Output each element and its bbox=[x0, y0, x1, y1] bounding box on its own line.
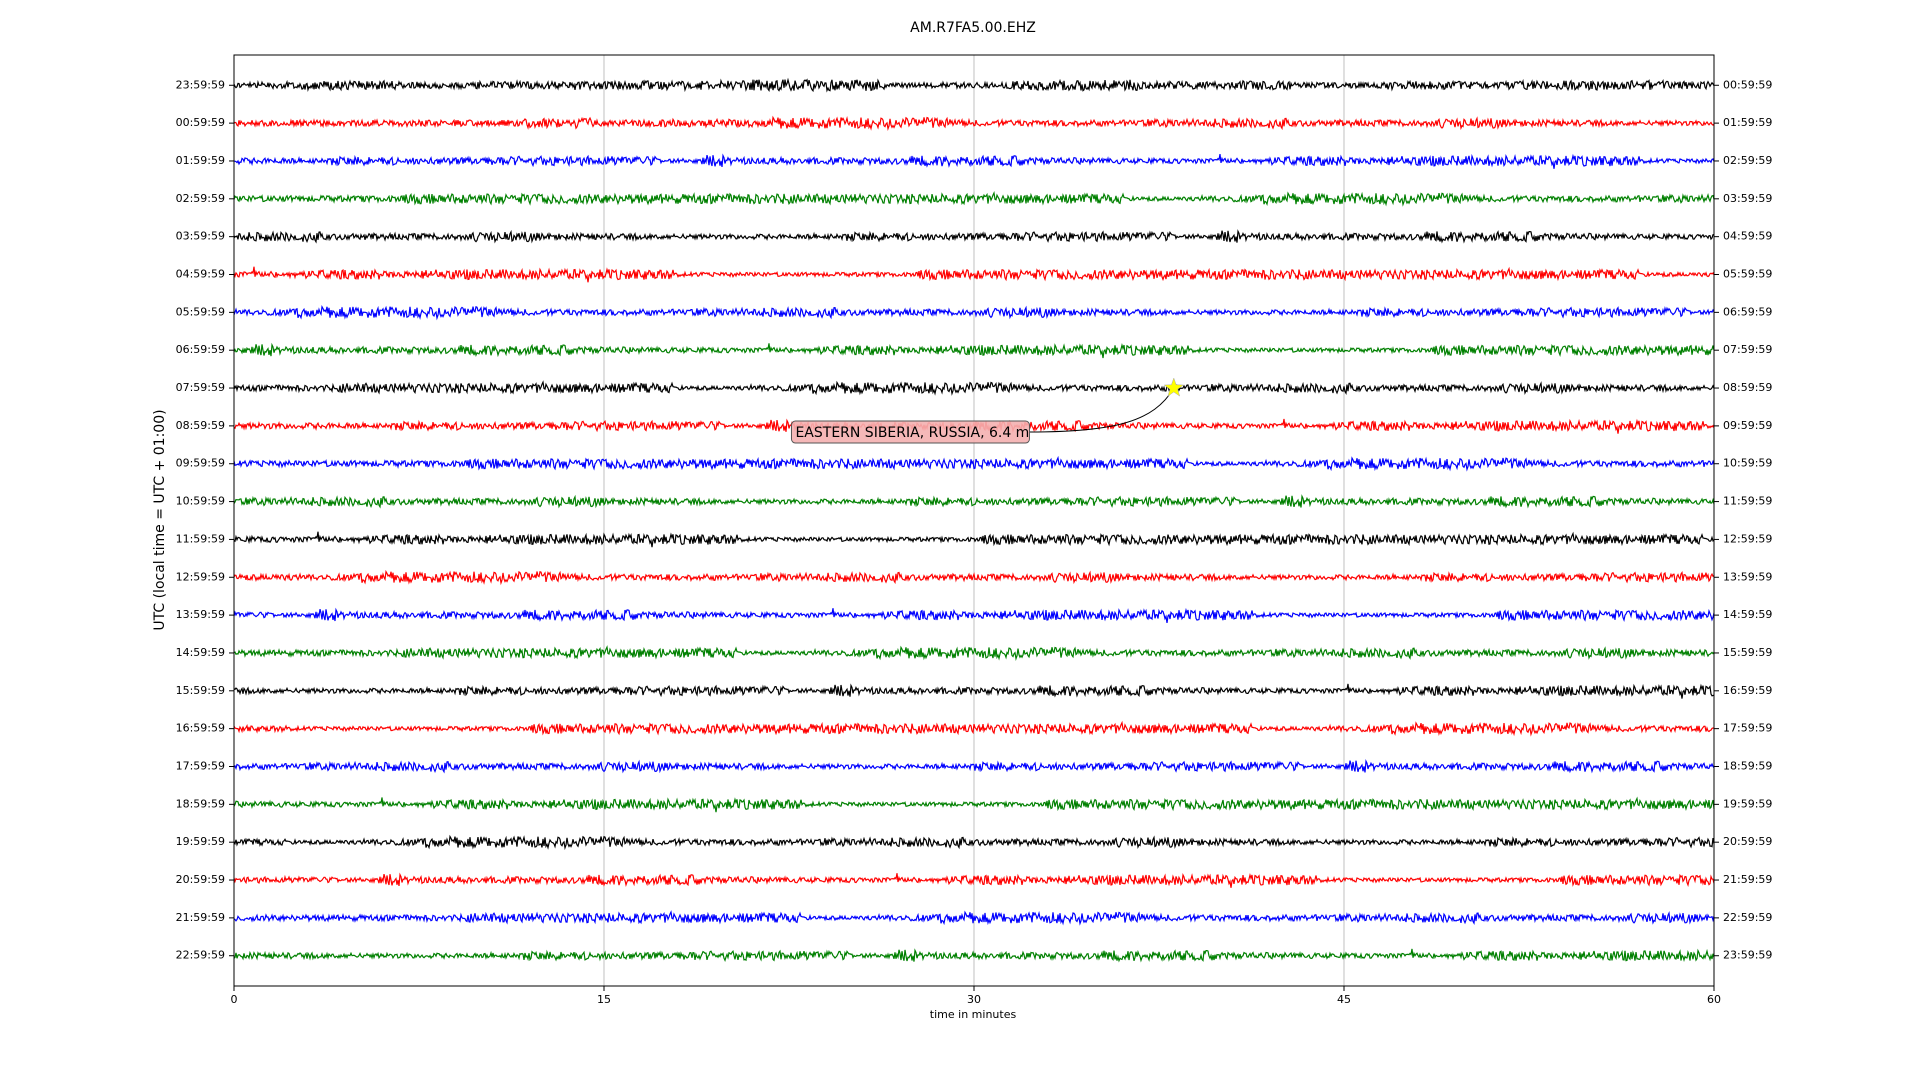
y-tick-label: 02:59:59 bbox=[176, 192, 225, 205]
y2-tick-label: 10:59:59 bbox=[1723, 457, 1772, 470]
waveform-trace bbox=[233, 494, 1715, 509]
y-tick-label: 13:59:59 bbox=[176, 608, 225, 621]
event-star bbox=[1163, 377, 1185, 397]
y2-tick-label: 22:59:59 bbox=[1723, 911, 1772, 924]
waveform-trace bbox=[233, 342, 1715, 359]
y2-tick-label: 13:59:59 bbox=[1723, 570, 1772, 583]
waveform-trace bbox=[233, 531, 1715, 548]
y2-tick-label: 00:59:59 bbox=[1723, 78, 1772, 91]
y2-tick-label: 19:59:59 bbox=[1723, 797, 1772, 810]
y-tick-label: 07:59:59 bbox=[176, 381, 225, 394]
waveform-trace bbox=[233, 834, 1715, 851]
waveform-trace bbox=[233, 607, 1715, 623]
y-tick-label: 06:59:59 bbox=[176, 343, 225, 356]
plot-frame bbox=[233, 54, 1715, 987]
waveform-trace bbox=[233, 266, 1715, 283]
y-tick-label: 14:59:59 bbox=[176, 646, 225, 659]
waveform-trace bbox=[233, 683, 1715, 699]
y2-tick-label: 18:59:59 bbox=[1723, 759, 1772, 772]
y2-tick-label: 08:59:59 bbox=[1723, 381, 1772, 394]
y2-tick-label: 16:59:59 bbox=[1723, 684, 1772, 697]
waveform-trace bbox=[233, 229, 1715, 244]
y2-tick-label: 17:59:59 bbox=[1723, 722, 1772, 735]
x-tick-label: 30 bbox=[967, 993, 981, 1006]
y-tick-label: 23:59:59 bbox=[176, 78, 225, 91]
y2-tick-label: 03:59:59 bbox=[1723, 192, 1772, 205]
waveform-trace bbox=[233, 759, 1715, 774]
y-tick-label: 12:59:59 bbox=[176, 570, 225, 583]
y2-tick-label: 06:59:59 bbox=[1723, 305, 1772, 318]
y2-tick-label: 02:59:59 bbox=[1723, 154, 1772, 167]
y2-tick-label: 09:59:59 bbox=[1723, 419, 1772, 432]
x-tick-label: 0 bbox=[231, 993, 238, 1006]
waveform-trace bbox=[234, 153, 1715, 169]
waveform-trace bbox=[233, 569, 1715, 586]
waveform-trace bbox=[233, 305, 1715, 321]
y-axis-label: UTC (local time = UTC + 01:00) bbox=[152, 409, 168, 630]
waveform-trace bbox=[233, 77, 1715, 93]
y-tick-label: 00:59:59 bbox=[176, 116, 225, 129]
x-tick-label: 45 bbox=[1337, 993, 1351, 1006]
y-tick-label: 16:59:59 bbox=[176, 722, 225, 735]
y2-tick-label: 01:59:59 bbox=[1723, 116, 1772, 129]
waveform-trace bbox=[233, 910, 1715, 926]
y2-tick-label: 11:59:59 bbox=[1723, 495, 1772, 508]
waveform-trace bbox=[233, 115, 1715, 132]
x-axis-label: time in minutes bbox=[930, 1008, 1017, 1021]
y-tick-label: 21:59:59 bbox=[176, 911, 225, 924]
y-tick-label: 05:59:59 bbox=[176, 305, 225, 318]
y-tick-label: 15:59:59 bbox=[176, 684, 225, 697]
y-tick-label: 20:59:59 bbox=[176, 873, 225, 886]
waveform-trace bbox=[233, 796, 1715, 813]
y-tick-label: 04:59:59 bbox=[176, 268, 225, 281]
y-tick-label: 10:59:59 bbox=[176, 495, 225, 508]
y2-tick-label: 20:59:59 bbox=[1723, 835, 1772, 848]
y-tick-label: 22:59:59 bbox=[176, 949, 225, 962]
waveform-trace bbox=[233, 455, 1715, 472]
waveform-trace bbox=[233, 720, 1715, 737]
y2-tick-label: 23:59:59 bbox=[1723, 949, 1772, 962]
x-tick-label: 15 bbox=[597, 993, 611, 1006]
y2-tick-label: 12:59:59 bbox=[1723, 532, 1772, 545]
waveform-trace bbox=[233, 872, 1715, 888]
y-tick-label: 09:59:59 bbox=[176, 457, 225, 470]
y2-tick-label: 15:59:59 bbox=[1723, 646, 1772, 659]
y2-tick-label: 04:59:59 bbox=[1723, 230, 1772, 243]
y-tick-label: 11:59:59 bbox=[176, 532, 225, 545]
y-tick-label: 03:59:59 bbox=[176, 230, 225, 243]
chart-title: AM.R7FA5.00.EHZ bbox=[910, 20, 1036, 36]
y-tick-label: 01:59:59 bbox=[176, 154, 225, 167]
waveform-trace bbox=[233, 645, 1715, 661]
annotation-arrow bbox=[1029, 387, 1175, 433]
y-tick-label: 18:59:59 bbox=[176, 797, 225, 810]
waveform-trace bbox=[233, 190, 1715, 207]
y2-tick-label: 14:59:59 bbox=[1723, 608, 1772, 621]
annotation-box bbox=[790, 420, 1030, 444]
y-tick-label: 08:59:59 bbox=[176, 419, 225, 432]
waveform-trace bbox=[233, 948, 1715, 963]
waveform-trace bbox=[233, 380, 1715, 396]
y2-tick-label: 05:59:59 bbox=[1723, 268, 1772, 281]
x-tick-label: 60 bbox=[1707, 993, 1721, 1006]
y-tick-label: 19:59:59 bbox=[176, 835, 225, 848]
y2-tick-label: 07:59:59 bbox=[1723, 343, 1772, 356]
y2-tick-label: 21:59:59 bbox=[1723, 873, 1772, 886]
y-tick-label: 17:59:59 bbox=[176, 759, 225, 772]
annotation-label: EASTERN SIBERIA, RUSSIA, 6.4 m bbox=[795, 425, 1029, 441]
